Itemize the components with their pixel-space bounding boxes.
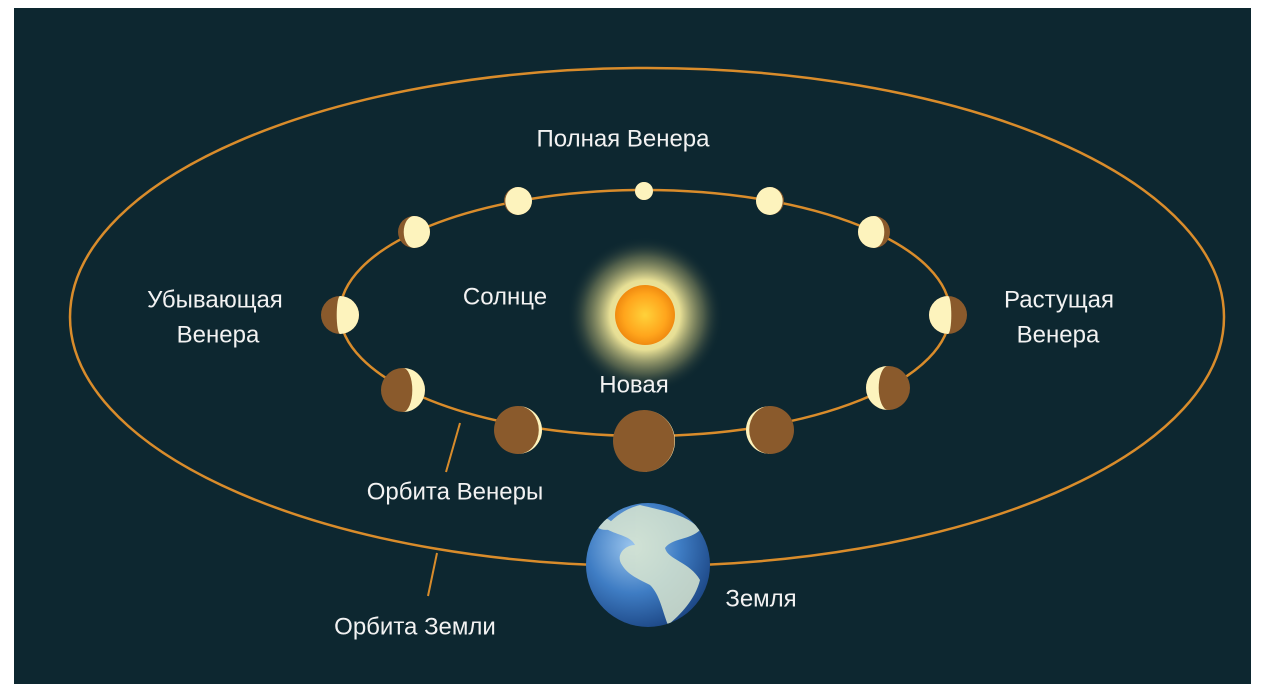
label: Орбита Земли [334,613,496,640]
label: Венера [177,321,260,348]
label: Венера [1017,321,1100,348]
label: Растущая [1004,286,1114,313]
label: Убывающая [147,286,283,313]
diagram: Полная Венера Убывающая Венера Солнце Ра… [0,0,1265,692]
label: Солнце [463,283,547,310]
venus-dark [613,410,675,472]
page: Полная Венера Убывающая Венера Солнце Ра… [0,0,1265,692]
venus-lit [635,182,653,200]
venus-lit [756,187,783,215]
label: Новая [599,371,669,398]
sun [615,285,675,345]
label: Орбита Венеры [367,478,543,505]
label: Земля [725,585,796,612]
label: Полная Венера [537,125,711,152]
earth [586,503,710,627]
venus-lit [505,187,532,215]
